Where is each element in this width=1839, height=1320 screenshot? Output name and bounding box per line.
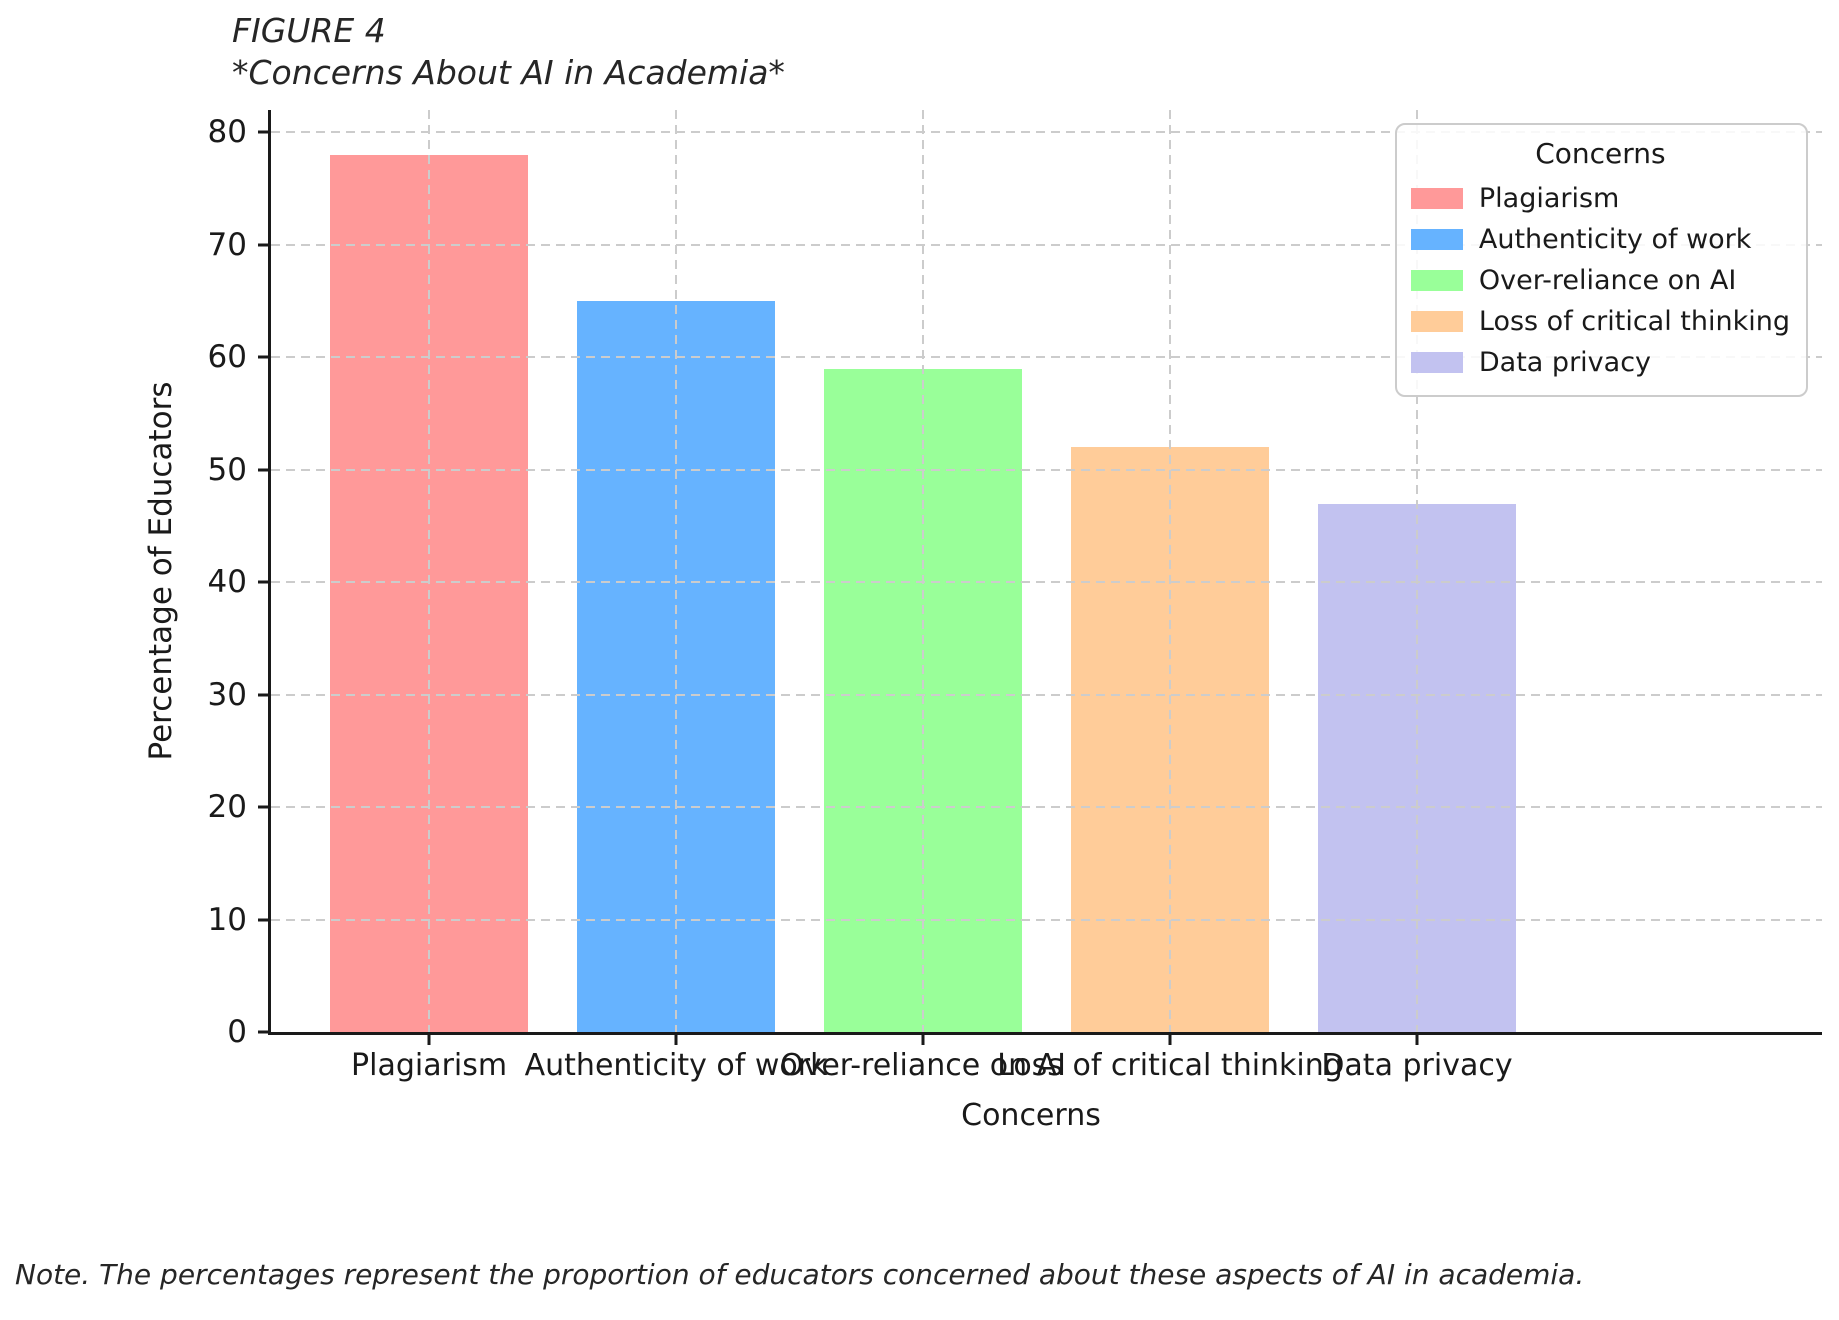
x-tick-label-3: Over-reliance on AI	[779, 1048, 1067, 1083]
legend-row: Data privacy	[1410, 342, 1790, 383]
y-tick-label-80: 80	[207, 114, 247, 151]
x-tick-label-1: Plagiarism	[351, 1048, 508, 1083]
legend-row: Plagiarism	[1410, 178, 1790, 219]
y-tick-mark-20	[258, 805, 271, 809]
bar-over-reliance-on-ai	[824, 368, 1022, 1032]
bar-authenticity-of-work	[577, 301, 775, 1032]
y-tick-mark-10	[258, 918, 271, 922]
x-tick-label-5: Data privacy	[1321, 1048, 1513, 1083]
plot-area: Concerns Concerns Plagiarism Authenticity…	[208, 110, 1822, 1133]
legend: Concerns Plagiarism Authenticity of work O…	[1394, 123, 1808, 397]
y-tick-label-10: 10	[207, 901, 247, 938]
y-tick-mark-60	[258, 355, 271, 359]
bar-data-privacy	[1318, 503, 1516, 1032]
y-tick-label-0: 0	[227, 1014, 247, 1050]
legend-items: Plagiarism Authenticity of work Over-relia…	[1410, 178, 1790, 383]
x-tick-label-2: Authenticity of work	[524, 1048, 828, 1083]
x-tick-mark-4	[1168, 1032, 1172, 1045]
legend-swatch-icon	[1410, 352, 1463, 373]
figure-label: FIGURE 4	[232, 11, 386, 50]
legend-row: Authenticity of work	[1410, 219, 1790, 260]
figure-title: FIGURE 4 *Concerns About AI in Academia*	[232, 10, 785, 94]
y-tick-mark-40	[258, 580, 271, 584]
x-tick-mark-2	[674, 1032, 678, 1045]
figure-note: Note. The percentages represent the prop…	[15, 1258, 1585, 1291]
x-tick-mark-3	[921, 1032, 925, 1045]
bar-loss-of-critical-thinking	[1071, 447, 1269, 1032]
y-axis-label: Percentage of Educators	[143, 381, 179, 761]
y-tick-label-50: 50	[207, 451, 247, 488]
bar-plagiarism	[330, 154, 528, 1032]
y-tick-mark-0	[258, 1030, 271, 1034]
legend-label: Authenticity of work	[1478, 224, 1752, 255]
legend-swatch-icon	[1410, 229, 1463, 250]
figure-subtitle: *Concerns About AI in Academia*	[232, 53, 785, 93]
x-axis-label: Concerns	[961, 1098, 1101, 1133]
y-tick-label-30: 30	[207, 676, 247, 713]
legend-title: Concerns	[1535, 137, 1666, 170]
legend-row: Over-reliance on AI	[1410, 260, 1790, 301]
legend-row: Loss of critical thinking	[1410, 301, 1790, 342]
legend-swatch-icon	[1410, 270, 1463, 291]
legend-label: Plagiarism	[1478, 183, 1620, 214]
legend-swatch-icon	[1410, 311, 1463, 332]
y-tick-label-70: 70	[207, 226, 247, 263]
legend-label: Loss of critical thinking	[1478, 306, 1790, 337]
x-tick-label-4: Loss of critical thinking	[997, 1048, 1343, 1083]
y-tick-label-20: 20	[207, 789, 247, 826]
y-tick-mark-50	[258, 468, 271, 472]
legend-swatch-icon	[1410, 188, 1463, 209]
y-tick-label-40: 40	[207, 564, 247, 601]
y-tick-label-60: 60	[207, 339, 247, 376]
legend-label: Over-reliance on AI	[1478, 265, 1737, 296]
x-tick-mark-1	[427, 1032, 431, 1045]
y-tick-mark-80	[258, 130, 271, 134]
legend-label: Data privacy	[1478, 347, 1652, 378]
x-tick-mark-5	[1415, 1032, 1419, 1045]
y-tick-mark-70	[258, 243, 271, 247]
y-tick-mark-30	[258, 693, 271, 697]
